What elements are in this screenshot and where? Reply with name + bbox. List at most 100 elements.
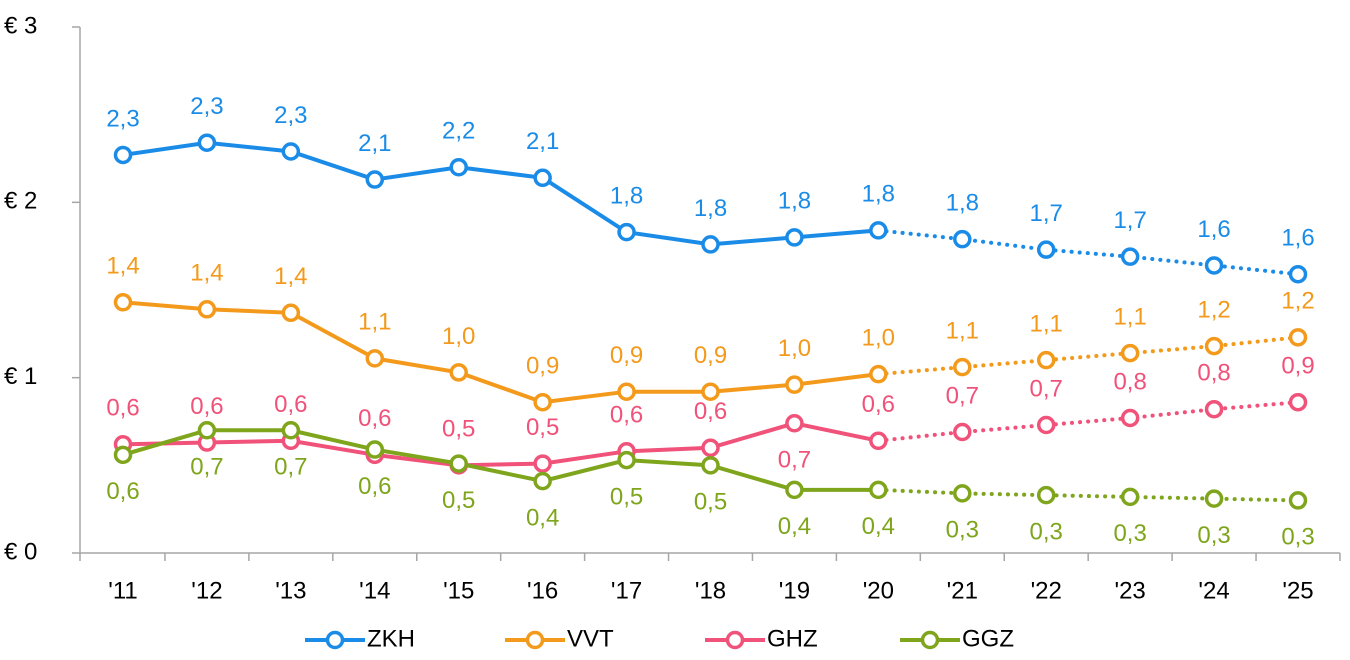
data-label: 2,1 [358, 130, 391, 157]
point [869, 480, 888, 500]
point [617, 382, 636, 401]
data-label: 1,6 [1197, 216, 1230, 243]
data-label: 0,7 [274, 454, 307, 481]
point [1288, 491, 1308, 510]
data-label: 0,5 [442, 487, 475, 514]
data-label: 0,8 [1197, 360, 1230, 387]
data-label: 1,2 [1281, 288, 1314, 315]
data-label: 0,9 [694, 342, 727, 369]
data-label: 1,1 [1030, 310, 1063, 337]
data-label: 0,6 [358, 473, 391, 500]
legend-label: GGZ [962, 625, 1014, 652]
data-label: 0,6 [610, 402, 643, 429]
point [533, 471, 552, 491]
point [197, 300, 217, 319]
data-label: 0,6 [106, 395, 139, 422]
series-line-projection [876, 487, 1300, 503]
point [197, 133, 217, 152]
point [449, 454, 468, 473]
data-label: 0,7 [1030, 375, 1063, 402]
point [617, 222, 636, 242]
series-line [122, 300, 879, 405]
data-label: 1,1 [946, 317, 979, 344]
point [281, 303, 301, 323]
point [1036, 240, 1056, 259]
data-label: 0,4 [862, 513, 895, 540]
point [785, 414, 804, 433]
point [1288, 264, 1308, 284]
data-label: 0,8 [1113, 368, 1146, 395]
data-label: 0,6 [694, 398, 727, 425]
point [869, 364, 888, 384]
data-label: 2,2 [442, 118, 475, 145]
point [1036, 350, 1056, 370]
point [281, 421, 301, 440]
point [701, 456, 720, 475]
data-label: 0,6 [190, 393, 223, 420]
data-label: 0,6 [358, 405, 391, 432]
point [701, 382, 720, 401]
series-line-projection [876, 228, 1300, 277]
data-label: 1,4 [190, 260, 223, 287]
point [113, 293, 133, 312]
point [1288, 328, 1308, 347]
point [701, 235, 720, 254]
point [953, 422, 972, 442]
series-line [122, 421, 879, 468]
x-tick-label: '19 [779, 577, 810, 604]
point [1204, 336, 1224, 356]
x-tick-label: '22 [1031, 577, 1062, 604]
point [785, 480, 804, 500]
legend-marker [525, 630, 545, 650]
point [1120, 408, 1140, 428]
point [449, 363, 468, 382]
data-label: 2,3 [274, 102, 307, 129]
data-label: 1,0 [442, 323, 475, 350]
series-line-projection [876, 335, 1300, 377]
data-label: 1,4 [274, 263, 307, 290]
point [197, 421, 217, 440]
point [785, 375, 804, 394]
point [113, 145, 133, 165]
x-tick-label: '12 [191, 577, 222, 604]
data-label: 1,7 [1030, 200, 1063, 227]
point [953, 229, 972, 249]
data-label: 1,0 [862, 325, 895, 352]
point [533, 454, 552, 473]
data-label: 0,3 [1030, 518, 1063, 545]
data-label: 1,6 [1281, 225, 1314, 252]
point [1036, 485, 1056, 505]
data-label: 0,5 [694, 489, 727, 516]
point [1120, 247, 1140, 266]
data-label: 0,6 [862, 391, 895, 418]
y-tick-label: € 2 [4, 188, 37, 215]
point [1204, 256, 1224, 275]
data-label: 0,4 [778, 513, 811, 540]
data-label: 1,8 [610, 182, 643, 209]
data-label: 1,8 [946, 189, 979, 216]
point [869, 431, 888, 451]
data-label: 0,5 [610, 483, 643, 510]
x-tick-label: '18 [695, 577, 726, 604]
point [1288, 392, 1308, 412]
point [1204, 489, 1224, 508]
data-label: 1,2 [1197, 296, 1230, 323]
series-line [122, 140, 879, 247]
x-tick-label: '16 [527, 577, 558, 604]
point [113, 445, 133, 465]
x-tick-label: '21 [947, 577, 978, 604]
legend-label: VVT [567, 625, 614, 652]
y-tick-label: € 0 [4, 538, 37, 565]
data-label: 0,9 [1281, 353, 1314, 380]
point [953, 484, 972, 503]
point [617, 450, 636, 470]
x-tick-label: '24 [1198, 577, 1229, 604]
data-label: 1,8 [694, 195, 727, 222]
legend-marker [325, 630, 345, 650]
series-line [122, 428, 879, 492]
point [1204, 399, 1224, 419]
data-label: 1,1 [1113, 303, 1146, 330]
point [365, 349, 385, 368]
data-label: 1,8 [778, 188, 811, 215]
